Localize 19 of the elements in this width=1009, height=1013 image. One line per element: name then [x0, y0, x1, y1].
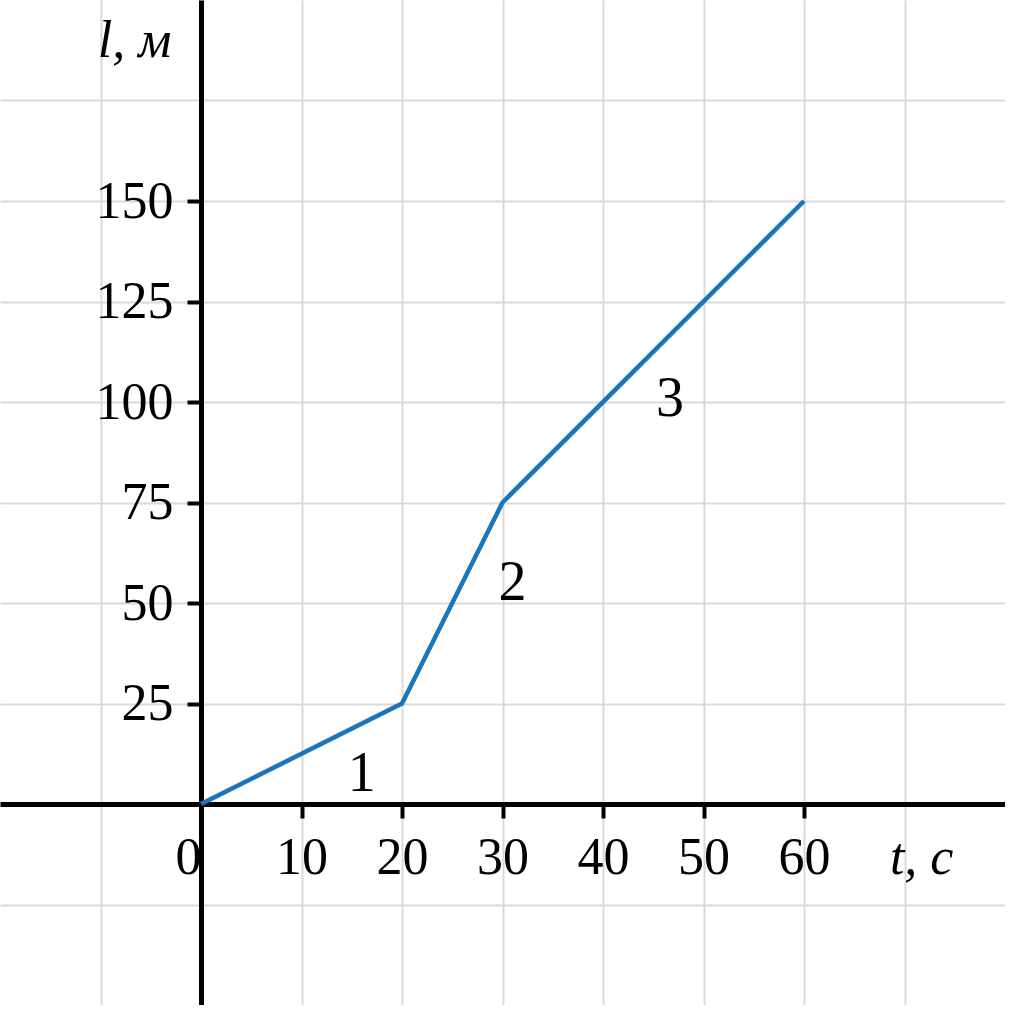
y-tick-label: 50 — [121, 573, 174, 631]
y-axis-title: l, м — [97, 10, 172, 68]
x-tick-label: 50 — [678, 827, 730, 885]
y-tick-label: 150 — [95, 171, 174, 229]
x-axis-title: t, с — [889, 827, 954, 885]
y-tick-label: 100 — [95, 372, 174, 430]
line-series — [198, 198, 807, 807]
annotation: 2 — [498, 549, 527, 612]
annotation: 3 — [655, 365, 684, 428]
x-tick-label: 0 — [175, 827, 202, 885]
y-tick-label: 25 — [121, 674, 174, 731]
x-tick-label: 10 — [276, 827, 328, 885]
x-tick-label: 20 — [376, 827, 429, 885]
annotation: 1 — [347, 740, 376, 803]
x-tick-label: 60 — [778, 827, 831, 885]
x-tick-label: 30 — [477, 827, 529, 885]
x-tick-label: 40 — [577, 827, 630, 885]
y-tick-label: 75 — [121, 473, 174, 530]
y-tick-label: 125 — [95, 272, 174, 329]
